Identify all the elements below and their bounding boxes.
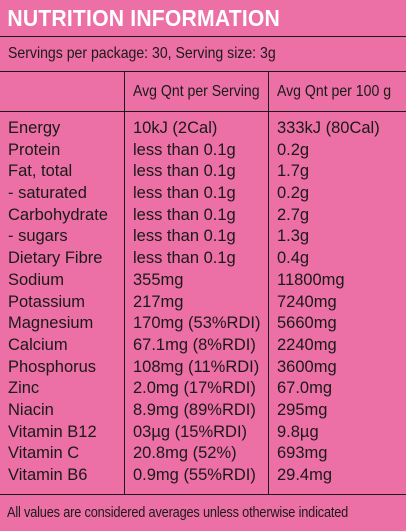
header-per-100g: Avg Qnt per 100 g	[277, 83, 406, 101]
per-serving-value: 67.1mg (8%RDI)	[133, 335, 256, 354]
nutrient-name: Sodium	[8, 270, 64, 289]
nutrient-name: Calcium	[8, 335, 68, 354]
footer-note: All values are considered averages unles…	[0, 494, 406, 531]
nutrient-name: Dietary Fibre	[8, 249, 103, 268]
per-100g-value: 2240mg	[277, 335, 337, 354]
nutrient-name: Phosphorus	[8, 357, 97, 376]
nutrient-name: Potassium	[8, 292, 86, 311]
per-serving-value: less than 0.1g	[133, 205, 236, 224]
nutrient-name: Vitamin B12	[8, 422, 97, 441]
per-100g-value: 67.0mg	[277, 379, 333, 398]
per-100g-value: 11800mg	[277, 270, 345, 289]
nutrient-name: - sugars	[8, 227, 68, 246]
table-row: - saturated less than 0.1g 0.2g	[0, 183, 406, 205]
header-per-serving: Avg Qnt per Serving	[133, 83, 277, 101]
per-serving-value: 217mg	[133, 292, 184, 311]
table-row: Calcium 67.1mg (8%RDI) 2240mg	[0, 335, 406, 357]
nutrient-name: Fat, total	[8, 162, 73, 181]
table-row: - sugars less than 0.1g 1.3g	[0, 226, 406, 248]
per-serving-value: less than 0.1g	[133, 184, 236, 203]
per-serving-value: less than 0.1g	[133, 140, 236, 159]
per-100g-value: 693mg	[277, 444, 328, 463]
table-row: Vitamin C 20.8mg (52%) 693mg	[0, 443, 406, 465]
per-serving-value: 0.9mg (55%RDI)	[133, 466, 256, 484]
nutrient-name: Protein	[8, 140, 61, 159]
table-row: Carbohydrate less than 0.1g 2.7g	[0, 205, 406, 227]
per-100g-value: 295mg	[277, 400, 328, 419]
nutrient-name: Vitamin C	[8, 444, 80, 463]
per-100g-value: 7240mg	[277, 292, 337, 311]
per-serving-value: 2.0mg (17%RDI)	[133, 379, 256, 398]
per-100g-value: 9.8µg	[277, 422, 319, 441]
table-row: Protein less than 0.1g 0.2g	[0, 140, 406, 162]
nutrient-name: Zinc	[8, 379, 40, 398]
per-serving-value: less than 0.1g	[133, 162, 236, 181]
per-100g-value: 0.2g	[277, 140, 310, 159]
servings-line: Servings per package: 30, Serving size: …	[0, 36, 406, 72]
table-row: Vitamin B6 0.9mg (55%RDI) 29.4mg	[0, 465, 406, 487]
header-per-serving-text: Avg Qnt per Serving	[133, 83, 260, 100]
nutrient-table: Energy 10kJ (2Cal) 333kJ (80Cal) Protein les…	[0, 118, 406, 487]
nutrient-name: - saturated	[8, 184, 87, 203]
table-row: Sodium 355mg 11800mg	[0, 270, 406, 292]
per-100g-value: 2.7g	[277, 205, 310, 224]
servings-text: Servings per package: 30, Serving size: …	[8, 45, 276, 62]
table-row: Zinc 2.0mg (17%RDI) 67.0mg	[0, 378, 406, 400]
nutrient-name: Vitamin B6	[8, 466, 88, 484]
nutrient-name: Energy	[8, 119, 61, 137]
per-serving-value: 170mg (53%RDI)	[133, 314, 261, 333]
column-divider-1	[124, 72, 125, 495]
per-serving-value: 10kJ (2Cal)	[133, 119, 218, 137]
per-serving-value: 03µg (15%RDI)	[133, 422, 248, 441]
per-serving-value: 8.9mg (89%RDI)	[133, 400, 256, 419]
per-100g-value: 1.7g	[277, 162, 310, 181]
per-100g-value: 1.3g	[277, 227, 310, 246]
per-serving-value: less than 0.1g	[133, 227, 236, 246]
per-100g-value: 0.4g	[277, 249, 310, 268]
panel-title: NUTRITION INFORMATION	[7, 4, 281, 31]
per-100g-value: 0.2g	[277, 184, 310, 203]
table-row: Fat, total less than 0.1g 1.7g	[0, 161, 406, 183]
per-100g-value: 5660mg	[277, 314, 337, 333]
table-row: Dietary Fibre less than 0.1g 0.4g	[0, 248, 406, 270]
per-serving-value: 355mg	[133, 270, 184, 289]
per-serving-value: less than 0.1g	[133, 249, 236, 268]
per-100g-value: 3600mg	[277, 357, 337, 376]
table-row: Phosphorus 108mg (11%RDI) 3600mg	[0, 357, 406, 379]
table-row: Energy 10kJ (2Cal) 333kJ (80Cal)	[0, 118, 406, 140]
nutrient-name: Carbohydrate	[8, 205, 108, 224]
table-row: Magnesium 170mg (53%RDI) 5660mg	[0, 313, 406, 335]
column-divider-2	[268, 72, 269, 495]
per-100g-value: 333kJ (80Cal)	[277, 119, 380, 137]
footer-text: All values are considered averages unles…	[7, 505, 349, 521]
header-per-100g-text: Avg Qnt per 100 g	[277, 83, 392, 100]
per-serving-value: 20.8mg (52%)	[133, 444, 237, 463]
per-100g-value: 29.4mg	[277, 466, 333, 484]
nutrient-name: Niacin	[8, 400, 54, 419]
nutrient-name: Magnesium	[8, 314, 94, 333]
table-row: Potassium 217mg 7240mg	[0, 292, 406, 314]
per-serving-value: 108mg (11%RDI)	[133, 357, 260, 376]
table-row: Niacin 8.9mg (89%RDI) 295mg	[0, 400, 406, 422]
table-row: Vitamin B12 03µg (15%RDI) 9.8µg	[0, 422, 406, 444]
column-headers: Avg Qnt per Serving Avg Qnt per 100 g	[0, 72, 406, 112]
